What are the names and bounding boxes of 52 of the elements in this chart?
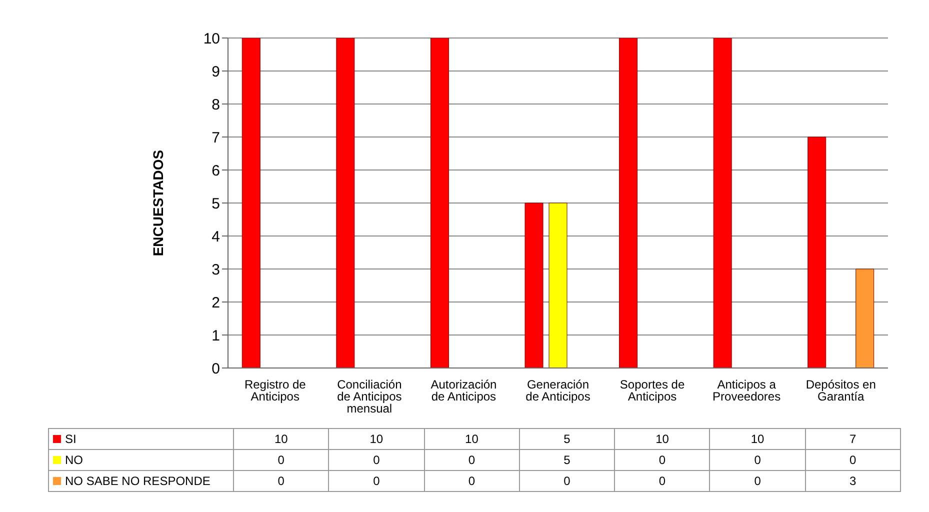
y-tick-label: 0 [212, 360, 220, 378]
bar [856, 268, 874, 368]
y-tick-label: 5 [212, 195, 220, 212]
data-label: 0 [328, 470, 424, 492]
x-tick-label: Registro de Anticipos [244, 378, 306, 404]
y-tick-label: 7 [212, 129, 220, 146]
x-tick-label: Depósitos en Garantía [806, 378, 876, 404]
legend-label: SI [48, 428, 234, 450]
data-label: 10 [234, 428, 329, 450]
data-label: 0 [234, 470, 329, 492]
x-tick-label: Anticipos a Proveedores [712, 378, 781, 404]
data-label: 10 [424, 428, 520, 450]
data-label: 10 [614, 428, 710, 450]
data-label: 0 [519, 470, 615, 492]
data-label: 10 [328, 428, 424, 450]
x-tick-label: Soportes de Anticipos [620, 378, 685, 404]
x-tick-label: Conciliación de Anticipos mensual [337, 378, 402, 416]
y-tick-label: 9 [212, 63, 220, 80]
data-label: 0 [805, 450, 900, 470]
data-label: 7 [805, 428, 900, 450]
data-label: 0 [614, 470, 710, 492]
data-label: 0 [424, 450, 520, 470]
bar [524, 202, 544, 368]
bar [336, 38, 355, 368]
bar [713, 38, 732, 368]
data-label: 5 [519, 428, 615, 450]
data-label: 10 [710, 428, 806, 450]
y-tick-label: 8 [212, 96, 220, 114]
y-tick-label: 6 [212, 162, 220, 180]
data-label: 0 [614, 450, 710, 470]
y-tick-label: 2 [212, 294, 220, 312]
legend-label: NO SABE NO RESPONDE [48, 470, 234, 492]
y-axis-title: ENCUESTADOS [150, 150, 166, 256]
x-tick-label: Generación de Anticipos [526, 378, 590, 404]
data-label: 0 [328, 450, 424, 470]
data-label: 0 [234, 450, 329, 470]
y-tick-label: 4 [212, 228, 220, 246]
data-label: 3 [805, 470, 900, 492]
data-label: 0 [710, 450, 806, 470]
bar [430, 38, 449, 368]
legend-label: NO [48, 450, 234, 470]
data-label: 0 [424, 470, 520, 492]
y-tick-label: 1 [212, 327, 220, 344]
bar [808, 136, 826, 368]
bar [619, 38, 638, 368]
x-tick-label: Autorización de Anticipos [430, 378, 497, 404]
y-tick-label: 3 [212, 261, 220, 278]
bar [548, 202, 568, 368]
data-label: 5 [519, 450, 615, 470]
bar [242, 38, 260, 368]
data-label: 0 [710, 470, 806, 492]
y-tick-label: 10 [203, 30, 220, 48]
